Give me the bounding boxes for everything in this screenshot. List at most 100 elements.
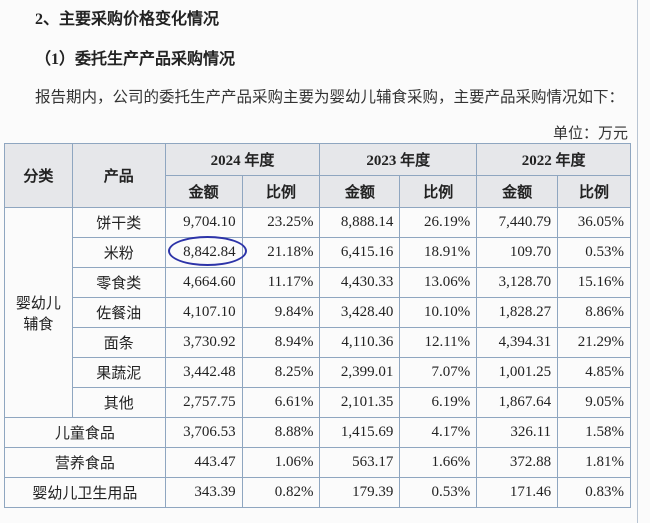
amount-cell: 8,842.84 (164, 237, 243, 268)
ratio-cell: 4.17% (399, 417, 478, 448)
category-product-cell: 婴幼儿卫生用品 (4, 477, 166, 508)
group-category-cell: 婴幼儿 辅食 (4, 207, 73, 418)
product-cell: 零食类 (71, 267, 166, 298)
table-row: 佐餐油 4,107.10 9.84% 3,428.40 10.10% 1,828.27 8.… (5, 297, 631, 328)
ratio-cell: 1.06% (241, 447, 321, 478)
amount-cell: 1,001.25 (476, 357, 559, 388)
category-product-cell: 儿童食品 (4, 417, 166, 448)
amount-cell: 343.39 (164, 477, 243, 508)
header-year-2024: 2024 年度 (164, 143, 321, 176)
header-amount: 金额 (476, 175, 559, 208)
table-row: 婴幼儿 辅食 饼干类 9,704.10 23.25% 8,888.14 26.19% 7,4… (4, 207, 631, 418)
ratio-cell: 21.29% (557, 327, 631, 358)
table-row: 面条 3,730.92 8.94% 4,110.36 12.11% 4,394.31 21.… (5, 327, 631, 358)
purchase-table: 分类 产品 2024 年度 2023 年度 2022 年度 金额 比例 金额 比… (4, 143, 631, 508)
amount-cell: 1,415.69 (319, 417, 401, 448)
amount-cell: 179.39 (319, 477, 401, 508)
ratio-cell: 23.25% (241, 207, 321, 238)
header-product: 产品 (71, 143, 166, 208)
ratio-cell: 0.83% (557, 477, 631, 508)
amount-cell: 3,442.48 (164, 357, 243, 388)
amount-cell: 563.17 (319, 447, 401, 478)
header-amount: 金额 (164, 175, 243, 208)
header-ratio: 比例 (557, 175, 631, 208)
amount-cell: 4,394.31 (476, 327, 559, 358)
amount-cell: 7,440.79 (476, 207, 559, 238)
amount-cell: 6,415.16 (319, 237, 401, 268)
amount-cell: 171.46 (476, 477, 559, 508)
ratio-cell: 13.06% (399, 267, 478, 298)
header-amount: 金额 (319, 175, 401, 208)
amount-cell: 3,128.70 (476, 267, 559, 298)
page-edge (637, 0, 638, 523)
ratio-cell: 11.17% (241, 267, 321, 298)
table-row: 婴幼儿卫生用品 343.39 0.82% 179.39 0.53% 171.46 0.83% (4, 477, 631, 508)
amount-cell: 2,757.75 (164, 387, 243, 418)
amount-cell: 3,706.53 (164, 417, 243, 448)
amount-cell: 4,107.10 (164, 297, 243, 328)
ratio-cell: 8.86% (557, 297, 631, 328)
ratio-cell: 26.19% (399, 207, 478, 238)
amount-cell: 326.11 (476, 417, 559, 448)
ratio-cell: 0.53% (557, 237, 631, 268)
amount-cell: 9,704.10 (164, 207, 243, 238)
ratio-cell: 8.25% (241, 357, 321, 388)
unit-label: 单位：万元 (552, 126, 628, 142)
ratio-cell: 1.58% (557, 417, 631, 448)
ratio-cell: 36.05% (557, 207, 631, 238)
product-cell: 果蔬泥 (71, 357, 166, 388)
table-row: 儿童食品 3,706.53 8.88% 1,415.69 4.17% 326.11 1.58… (4, 417, 631, 448)
amount-cell: 3,730.92 (164, 327, 243, 358)
amount-cell: 8,888.14 (319, 207, 401, 238)
ratio-cell: 4.85% (557, 357, 631, 388)
amount-cell: 2,399.01 (319, 357, 401, 388)
ratio-cell: 9.84% (241, 297, 321, 328)
table-row: 营养食品 443.47 1.06% 563.17 1.66% 372.88 1.81% (4, 447, 631, 478)
ratio-cell: 7.07% (399, 357, 478, 388)
ratio-cell: 0.82% (241, 477, 321, 508)
intro-paragraph: 报告期内，公司的委托生产产品采购主要为婴幼儿辅食采购，主要产品采购情况如下： (35, 89, 625, 106)
ratio-cell: 8.94% (241, 327, 321, 358)
amount-cell: 1,867.64 (476, 387, 559, 418)
ratio-cell: 1.81% (557, 447, 631, 478)
subsection-heading: （1）委托生产产品采购情况 (35, 51, 236, 68)
section-heading: 2、主要采购价格变化情况 (35, 11, 220, 28)
header-year-2023: 2023 年度 (319, 143, 478, 176)
header-category: 分类 (4, 143, 73, 208)
ratio-cell: 1.66% (399, 447, 478, 478)
amount-cell: 109.70 (476, 237, 559, 268)
ratio-cell: 15.16% (557, 267, 631, 298)
header-ratio: 比例 (399, 175, 478, 208)
amount-cell: 443.47 (164, 447, 243, 478)
ratio-cell: 21.18% (241, 237, 321, 268)
amount-cell: 2,101.35 (319, 387, 401, 418)
header-year-2022: 2022 年度 (476, 143, 631, 176)
ratio-cell: 8.88% (241, 417, 321, 448)
product-cell: 饼干类 (71, 207, 166, 238)
header-row-metrics: 金额 比例 金额 比例 金额 比例 (5, 175, 631, 208)
product-cell: 其他 (71, 387, 166, 418)
amount-cell: 372.88 (476, 447, 559, 478)
table-row: 米粉 8,842.84 21.18% 6,415.16 18.91% 109.70 0.53… (5, 237, 631, 268)
table-row: 其他 2,757.75 6.61% 2,101.35 6.19% 1,867.64 9.05… (5, 387, 631, 418)
product-cell: 面条 (71, 327, 166, 358)
header-row-years: 分类 产品 2024 年度 2023 年度 2022 年度 (4, 143, 631, 208)
category-product-cell: 营养食品 (4, 447, 166, 478)
ratio-cell: 12.11% (399, 327, 478, 358)
amount-cell: 4,430.33 (319, 267, 401, 298)
product-cell: 米粉 (71, 237, 166, 268)
amount-cell: 4,110.36 (319, 327, 401, 358)
product-cell: 佐餐油 (71, 297, 166, 328)
amount-cell: 3,428.40 (319, 297, 401, 328)
amount-cell: 4,664.60 (164, 267, 243, 298)
header-ratio: 比例 (241, 175, 321, 208)
ratio-cell: 18.91% (399, 237, 478, 268)
ratio-cell: 9.05% (557, 387, 631, 418)
table-row: 果蔬泥 3,442.48 8.25% 2,399.01 7.07% 1,001.25 4.8… (5, 357, 631, 388)
ratio-cell: 6.61% (241, 387, 321, 418)
ratio-cell: 0.53% (399, 477, 478, 508)
amount-cell: 1,828.27 (476, 297, 559, 328)
ratio-cell: 10.10% (399, 297, 478, 328)
ratio-cell: 6.19% (399, 387, 478, 418)
table-row: 零食类 4,664.60 11.17% 4,430.33 13.06% 3,128.70 1… (5, 267, 631, 298)
